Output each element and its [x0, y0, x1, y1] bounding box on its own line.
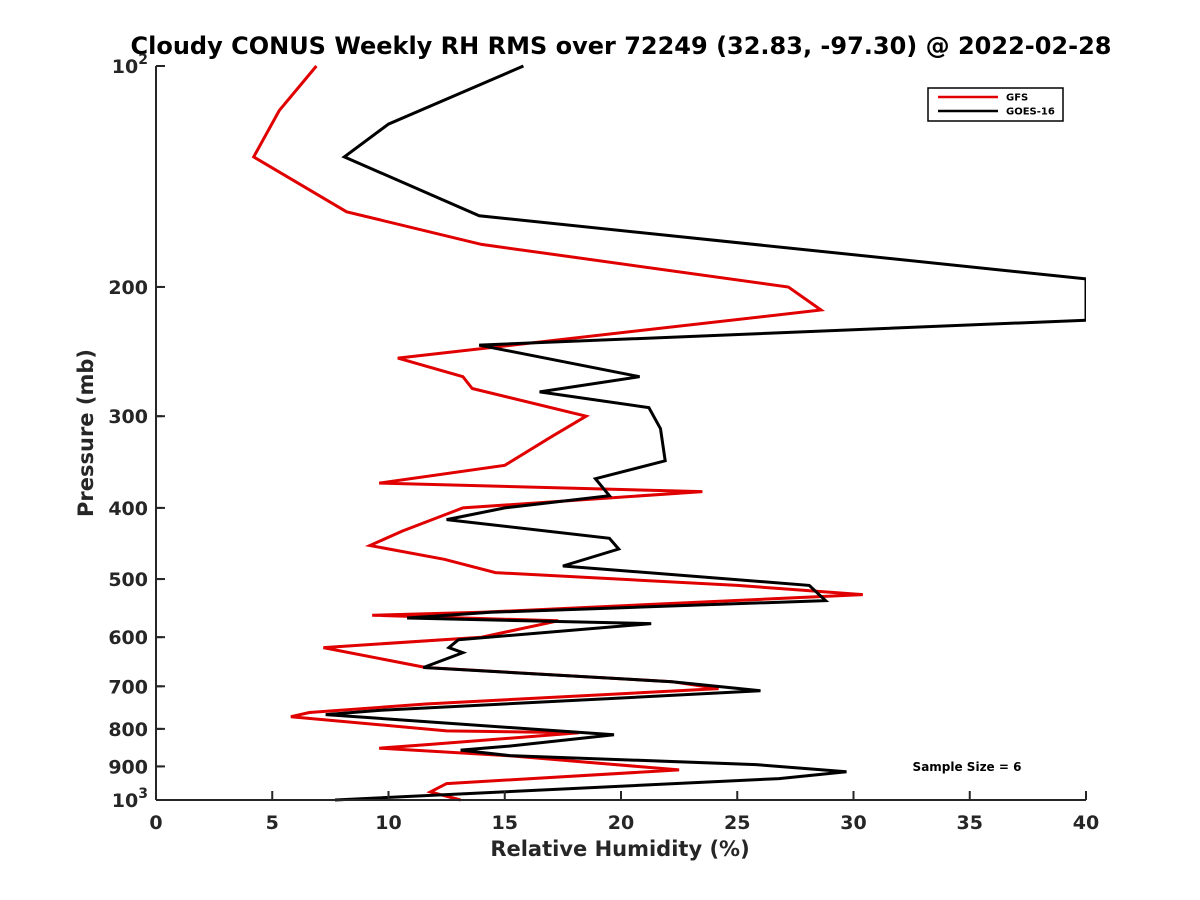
y-tick-label: 200 — [108, 277, 148, 299]
x-tick-label: 40 — [1073, 812, 1099, 834]
x-tick-label: 0 — [149, 812, 162, 834]
x-tick-label: 25 — [724, 812, 750, 834]
x-tick-label: 30 — [840, 812, 866, 834]
x-axis-label: Relative Humidity (%) — [490, 837, 749, 861]
x-tick-label: 5 — [266, 812, 279, 834]
y-axis-label: Pressure (mb) — [74, 349, 98, 517]
legend: GFS GOES-16 — [927, 87, 1064, 122]
y-tick-label: 700 — [108, 676, 148, 698]
x-tick-label: 10 — [375, 812, 401, 834]
series-layer — [251, 64, 1086, 802]
legend-box — [927, 87, 1064, 122]
chart-title: Cloudy CONUS Weekly RH RMS over 72249 (3… — [131, 32, 1112, 60]
sample-size-annotation: Sample Size = 6 — [913, 760, 1022, 774]
series-line-goes-16 — [325, 64, 1086, 802]
y-tick-label: 800 — [108, 719, 148, 741]
x-tick-label: 15 — [492, 812, 518, 834]
y-tick-label: 300 — [108, 406, 148, 428]
y-tick-label: 600 — [108, 627, 148, 649]
legend-label: GOES-16 — [1006, 107, 1055, 118]
plot-background — [156, 66, 1086, 800]
legend-label: GFS — [1006, 93, 1028, 104]
x-tick-label: 35 — [957, 812, 983, 834]
y-tick-label: 103 — [112, 786, 148, 812]
x-tick-label: 20 — [608, 812, 634, 834]
ticks-layer: 0 5 10 15 20 25 30 35 40 102 200 300 400 500 600 700 800… — [108, 52, 1099, 834]
series-line-gfs — [251, 65, 863, 802]
plot-area — [156, 66, 1086, 800]
y-tick-label: 900 — [108, 756, 148, 778]
y-tick-label: 400 — [108, 498, 148, 520]
y-tick-label: 102 — [112, 52, 148, 78]
y-tick-label: 500 — [108, 569, 148, 591]
